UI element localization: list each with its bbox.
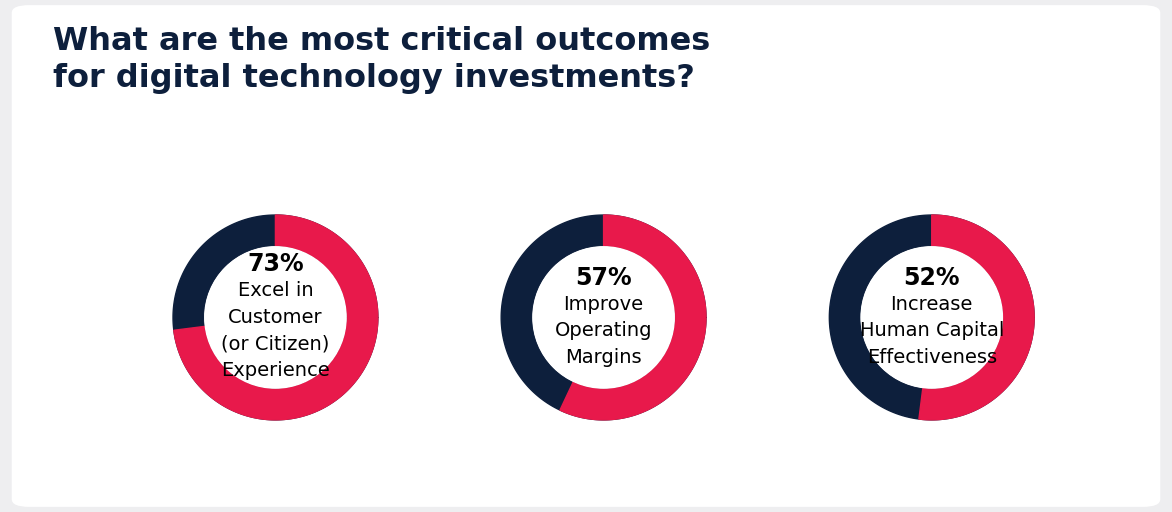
FancyBboxPatch shape — [12, 5, 1160, 507]
Polygon shape — [560, 215, 706, 420]
Polygon shape — [830, 215, 1034, 420]
Polygon shape — [502, 215, 706, 420]
Polygon shape — [173, 215, 377, 420]
Text: What are the most critical outcomes
for digital technology investments?: What are the most critical outcomes for … — [53, 26, 710, 94]
Text: Excel in: Excel in — [238, 281, 313, 301]
Text: (or Citizen): (or Citizen) — [222, 334, 329, 354]
Circle shape — [861, 247, 1002, 388]
Text: 57%: 57% — [575, 266, 632, 289]
Polygon shape — [173, 215, 377, 420]
Text: Increase: Increase — [891, 294, 973, 314]
Text: 52%: 52% — [904, 266, 960, 289]
Text: Effectiveness: Effectiveness — [866, 348, 997, 367]
Circle shape — [533, 247, 674, 388]
Text: 73%: 73% — [247, 252, 304, 276]
Text: Human Capital: Human Capital — [859, 321, 1004, 340]
Text: Operating: Operating — [554, 321, 653, 340]
Polygon shape — [919, 215, 1034, 420]
Text: Margins: Margins — [565, 348, 642, 367]
Circle shape — [205, 247, 346, 388]
Text: Improve: Improve — [564, 294, 643, 314]
Text: Customer: Customer — [229, 308, 322, 327]
Text: Experience: Experience — [222, 361, 329, 380]
